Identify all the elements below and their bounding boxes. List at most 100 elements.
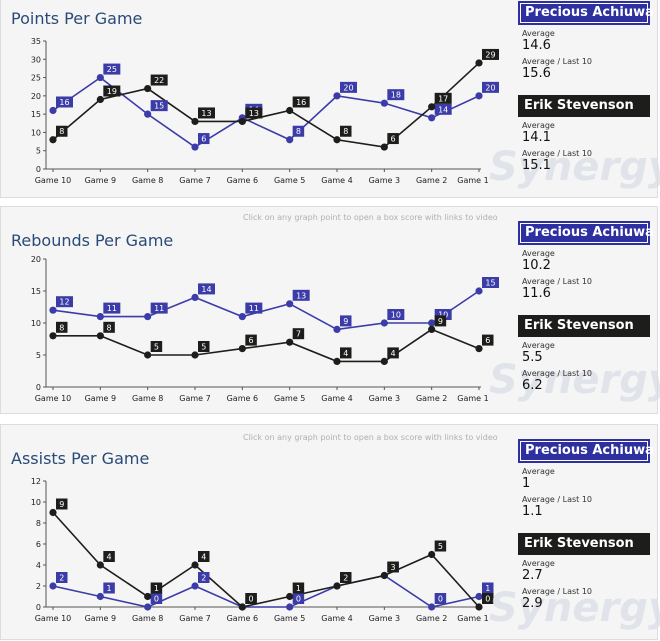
data-point[interactable] bbox=[96, 95, 104, 104]
data-point[interactable] bbox=[49, 306, 57, 314]
data-label: 14 bbox=[438, 105, 448, 114]
data-point[interactable] bbox=[144, 84, 152, 93]
data-point[interactable] bbox=[475, 592, 483, 601]
data-point[interactable] bbox=[191, 351, 199, 359]
data-point[interactable] bbox=[333, 136, 341, 144]
data-point[interactable] bbox=[380, 143, 388, 151]
data-point[interactable] bbox=[475, 603, 483, 611]
data-point[interactable] bbox=[238, 117, 246, 126]
y-tick-label: 5 bbox=[36, 147, 41, 156]
y-tick-label: 15 bbox=[31, 110, 41, 119]
data-label: 8 bbox=[107, 323, 112, 332]
data-point[interactable] bbox=[144, 313, 152, 321]
data-point[interactable] bbox=[380, 571, 388, 580]
data-point[interactable] bbox=[144, 110, 152, 118]
data-label-box bbox=[245, 334, 257, 346]
x-tick-label: Game 1 bbox=[457, 176, 488, 185]
player2-average-value: 5.5 bbox=[522, 350, 543, 365]
data-point[interactable] bbox=[191, 117, 199, 126]
data-label: 8 bbox=[59, 323, 64, 332]
series-line-2 bbox=[53, 328, 480, 363]
data-label-box bbox=[103, 321, 115, 333]
data-point[interactable] bbox=[238, 313, 246, 321]
data-label: 6 bbox=[485, 336, 490, 345]
player2-average-label: Average bbox=[522, 341, 555, 350]
data-point[interactable] bbox=[475, 92, 483, 100]
data-point[interactable] bbox=[144, 603, 152, 611]
data-label-box bbox=[103, 302, 121, 314]
data-point[interactable] bbox=[96, 313, 104, 321]
x-tick-label: Game 8 bbox=[132, 394, 163, 403]
player1-name-badge[interactable]: Precious Achiuwa bbox=[518, 221, 654, 245]
data-label-box bbox=[482, 81, 499, 93]
data-point[interactable] bbox=[49, 332, 57, 340]
data-point[interactable] bbox=[475, 345, 483, 353]
data-label-box bbox=[434, 540, 447, 552]
data-point[interactable] bbox=[428, 550, 436, 559]
x-tick-label: Game 10 bbox=[35, 614, 72, 623]
data-point[interactable] bbox=[333, 92, 341, 100]
data-label: 5 bbox=[438, 542, 443, 551]
data-point[interactable] bbox=[144, 592, 152, 601]
data-point[interactable] bbox=[49, 508, 57, 517]
data-point[interactable] bbox=[49, 106, 57, 115]
y-tick-label: 4 bbox=[36, 561, 41, 570]
data-point[interactable] bbox=[238, 603, 246, 611]
assists-sidebar: Precious Achiuwa Average 1 Average / Las… bbox=[518, 439, 654, 611]
data-point[interactable] bbox=[475, 287, 483, 295]
data-label-box bbox=[292, 96, 310, 108]
data-point[interactable] bbox=[286, 603, 294, 611]
data-label: 8 bbox=[343, 127, 348, 136]
data-label-box bbox=[434, 315, 447, 327]
data-point[interactable] bbox=[475, 59, 483, 67]
player2-name-badge[interactable]: Erik Stevenson bbox=[518, 95, 650, 117]
data-point[interactable] bbox=[333, 325, 341, 333]
player2-last10-label: Average / Last 10 bbox=[522, 149, 593, 158]
data-point[interactable] bbox=[238, 345, 246, 353]
data-point[interactable] bbox=[333, 582, 341, 590]
data-point[interactable] bbox=[380, 99, 388, 107]
player1-name-badge[interactable]: Precious Achiuwa bbox=[518, 439, 654, 463]
data-label-box bbox=[150, 593, 163, 604]
data-point[interactable] bbox=[286, 300, 294, 308]
data-point[interactable] bbox=[428, 319, 436, 327]
data-point[interactable] bbox=[333, 357, 341, 365]
data-point[interactable] bbox=[286, 136, 294, 144]
data-point[interactable] bbox=[428, 325, 436, 333]
player2-name-badge[interactable]: Erik Stevenson bbox=[518, 315, 650, 337]
x-tick-label: Game 7 bbox=[179, 614, 210, 623]
data-point[interactable] bbox=[49, 136, 57, 144]
data-point[interactable] bbox=[286, 338, 294, 346]
player1-last10-label: Average / Last 10 bbox=[522, 495, 593, 504]
data-label: 9 bbox=[343, 317, 348, 326]
data-label-box bbox=[340, 125, 352, 137]
player1-name-badge[interactable]: Precious Achiuwa bbox=[518, 1, 654, 25]
assists-panel: Click on any graph point to open a box s… bbox=[0, 424, 660, 640]
data-point[interactable] bbox=[428, 103, 436, 111]
points-panel: Points Per Game 0 5 10 15 20 25 30 35 Game 10 Gam… bbox=[0, 0, 660, 198]
data-point[interactable] bbox=[191, 143, 199, 151]
data-label-box bbox=[292, 328, 305, 340]
player2-name-badge[interactable]: Erik Stevenson bbox=[518, 533, 650, 555]
data-point[interactable] bbox=[191, 293, 199, 301]
data-point[interactable] bbox=[380, 357, 388, 365]
rebounds-hint: Click on any graph point to open a box s… bbox=[243, 213, 498, 222]
data-point[interactable] bbox=[286, 592, 294, 601]
data-label-box bbox=[150, 100, 168, 112]
data-label: 2 bbox=[201, 574, 206, 583]
data-point[interactable] bbox=[428, 603, 436, 611]
player2-average-label: Average bbox=[522, 559, 555, 568]
data-point[interactable] bbox=[96, 332, 104, 340]
data-point[interactable] bbox=[96, 73, 104, 82]
data-label-box bbox=[387, 309, 405, 320]
data-point[interactable] bbox=[191, 561, 199, 569]
data-point[interactable] bbox=[428, 114, 436, 122]
data-point[interactable] bbox=[144, 351, 152, 359]
data-point[interactable] bbox=[286, 106, 294, 115]
data-point[interactable] bbox=[380, 319, 388, 327]
data-point[interactable] bbox=[49, 582, 57, 590]
data-point[interactable] bbox=[191, 582, 199, 590]
data-point[interactable] bbox=[96, 592, 104, 601]
data-point[interactable] bbox=[96, 561, 104, 569]
